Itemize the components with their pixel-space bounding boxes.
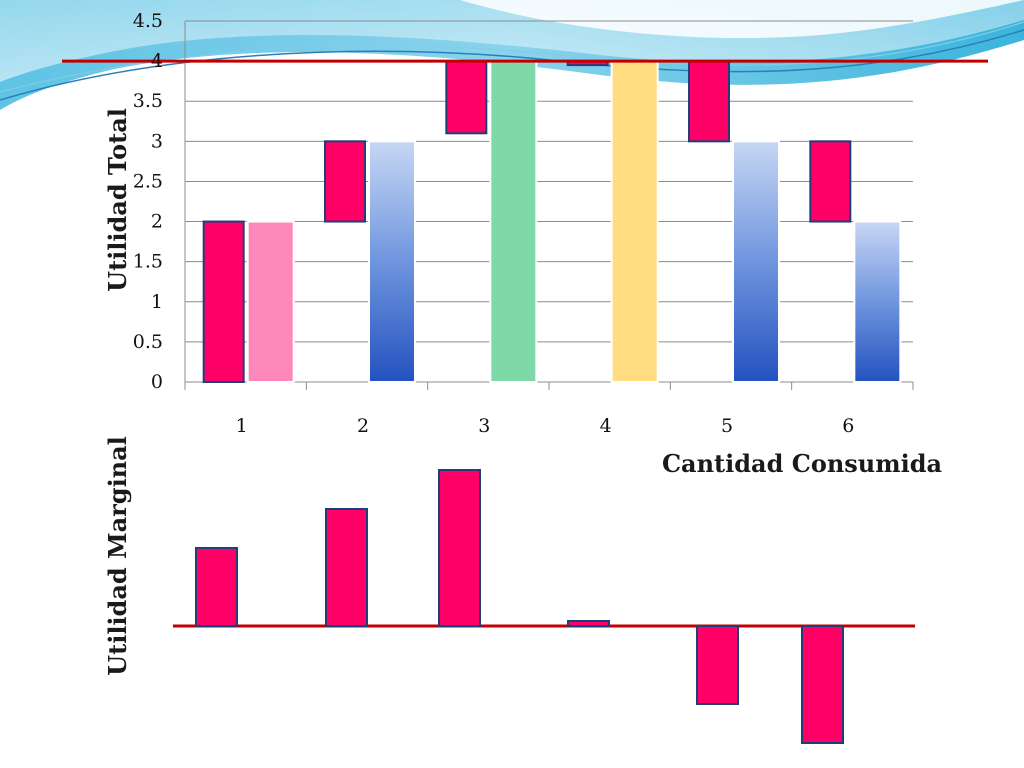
y-axis-title-marginal-text: Utilidad Marginal: [103, 436, 132, 676]
total-bar: [610, 60, 659, 383]
y-tick-label: 2.5: [133, 170, 163, 192]
y-axis-title-total-text: Utilidad Total: [103, 108, 132, 292]
y-tick-label: 4: [151, 50, 163, 72]
increment-bar: [688, 60, 730, 143]
y-axis-title-total-shadow: Utilidad Total: [103, 108, 132, 292]
total-utility-bars: [246, 60, 902, 383]
y-tick-labels: 0 0.5 1 1.5 2 2.5 3 3.5 4 4.5: [133, 10, 163, 393]
y-axis-title-marginal: Utilidad Marginal Utilidad Marginal: [101, 434, 135, 679]
y-axis-title-marginal-shadow: Utilidad Marginal: [103, 436, 132, 676]
y-tick-label: 3.5: [133, 90, 163, 112]
x-tick-label: 5: [721, 415, 733, 437]
x-tick-label: 4: [600, 415, 612, 437]
x-tick-label: 1: [236, 415, 248, 437]
increment-bar: [445, 60, 488, 135]
increment-bar: [202, 220, 245, 383]
x-axis-title: Cantidad Consumida Cantidad Consumida: [659, 447, 944, 481]
total-bar: [732, 140, 780, 383]
total-bar: [246, 220, 295, 383]
x-tick-label: 3: [478, 415, 490, 437]
y-tick-label: 1: [151, 291, 163, 313]
marginal-bar: [325, 508, 368, 627]
y-tick-label: 4.5: [133, 10, 163, 32]
marginal-bar: [801, 625, 844, 744]
marginal-bar: [195, 547, 238, 627]
x-tick-label: 6: [842, 415, 854, 437]
x-tick-label: 2: [357, 415, 369, 437]
marginal-utility-chart: [173, 469, 915, 744]
increment-bars: [202, 60, 852, 383]
y-axis-title-total: Utilidad Total Utilidad Total: [101, 106, 135, 295]
y-tick-label: 0.5: [133, 331, 163, 353]
marginal-bar: [696, 625, 739, 705]
total-bar: [368, 140, 416, 383]
x-tick-labels: 1 2 3 4 5 6: [236, 415, 855, 437]
y-tick-label: 2: [151, 211, 163, 233]
total-bar: [853, 220, 902, 383]
x-axis-title-shadow: Cantidad Consumida: [662, 449, 942, 478]
increment-bar: [324, 140, 366, 223]
marginal-bar: [438, 469, 481, 627]
y-tick-label: 3: [151, 130, 163, 152]
total-bar: [489, 60, 538, 383]
increment-bar: [809, 140, 852, 223]
x-axis-title-text: Cantidad Consumida: [662, 449, 942, 478]
y-tick-label: 0: [151, 371, 163, 393]
marginal-bar: [567, 620, 610, 627]
y-tick-label: 1.5: [133, 251, 163, 273]
